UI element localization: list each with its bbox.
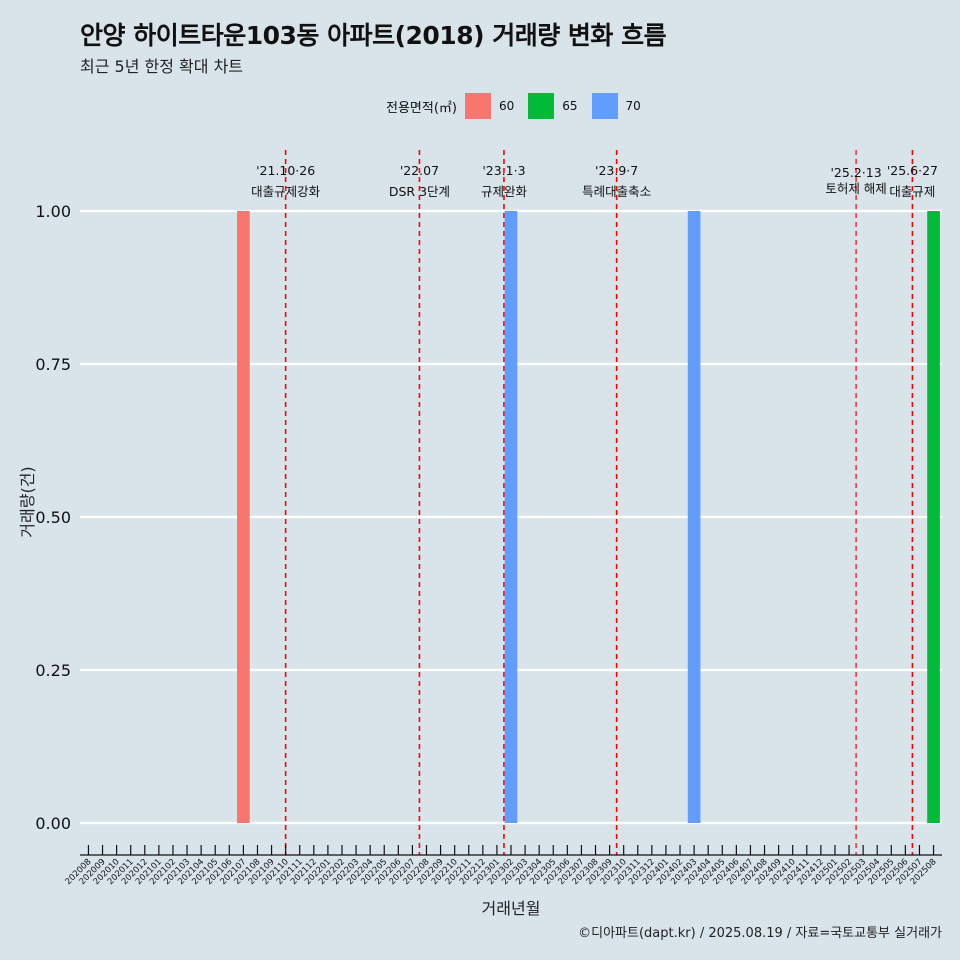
- y-tick-label: 0.75: [35, 355, 71, 374]
- y-tick-label: 0.50: [35, 508, 71, 527]
- legend-item-65: 65: [528, 93, 585, 119]
- legend-label-60: 60: [498, 99, 515, 113]
- legend-item-70: 70: [591, 93, 649, 119]
- legend-label-65: 65: [562, 99, 578, 113]
- bar-60-202107: [237, 211, 250, 823]
- legend: 전용면적(㎡) 60 65 70: [386, 93, 655, 119]
- bar-70-202302: [504, 211, 518, 823]
- source-caption: ©디아파트(dapt.kr) / 2025.08.19 / 자료=국토교통부 실…: [578, 926, 942, 941]
- y-tick-label: 0.00: [35, 814, 71, 833]
- bar-70-202403: [687, 211, 701, 823]
- chart-title: 안양 하이트타운103동 아파트(2018) 거래량 변화 흐름: [80, 21, 667, 50]
- event-label: DSR 3단계: [389, 184, 450, 199]
- event-date: '21.10·26: [256, 163, 315, 178]
- y-tick-label: 1.00: [35, 202, 71, 221]
- event-label: 대출규제강화: [251, 184, 321, 199]
- y-axis: 0.00 0.25 0.50 0.75 1.00: [35, 202, 71, 833]
- event-date: '23.1·3: [482, 163, 525, 178]
- event-label: 대출규제: [889, 184, 935, 199]
- legend-title: 전용면적(㎡): [386, 100, 457, 116]
- legend-key-70: [591, 93, 618, 119]
- event-date: '25.6·27: [887, 163, 938, 178]
- y-tick-label: 0.25: [35, 661, 71, 680]
- chart-subtitle: 최근 5년 한정 확대 차트: [80, 57, 244, 76]
- y-axis-title: 거래량(건): [18, 466, 37, 537]
- bars: [237, 211, 940, 823]
- event-label: 규제완화: [481, 184, 528, 199]
- event-date: '25.2·13: [831, 165, 882, 180]
- bar-65-202508: [927, 211, 940, 823]
- x-axis: 2020082020092020102020112020122021012021…: [64, 845, 942, 887]
- legend-key-65: [528, 93, 555, 119]
- legend-label-70: 70: [625, 99, 641, 113]
- event-label: 특례대출축소: [582, 184, 651, 199]
- event-label: 토허제 해제: [825, 181, 886, 196]
- legend-item-60: 60: [464, 93, 522, 119]
- policy-events: '21.10·26 대출규제강화 '22.07 DSR 3단계 '23.1·3 규제완화 '…: [251, 150, 938, 855]
- legend-key-60: [464, 93, 491, 119]
- x-axis-title: 거래년월: [482, 899, 541, 918]
- event-date: '23.9·7: [595, 163, 638, 178]
- event-date: '22.07: [400, 163, 439, 178]
